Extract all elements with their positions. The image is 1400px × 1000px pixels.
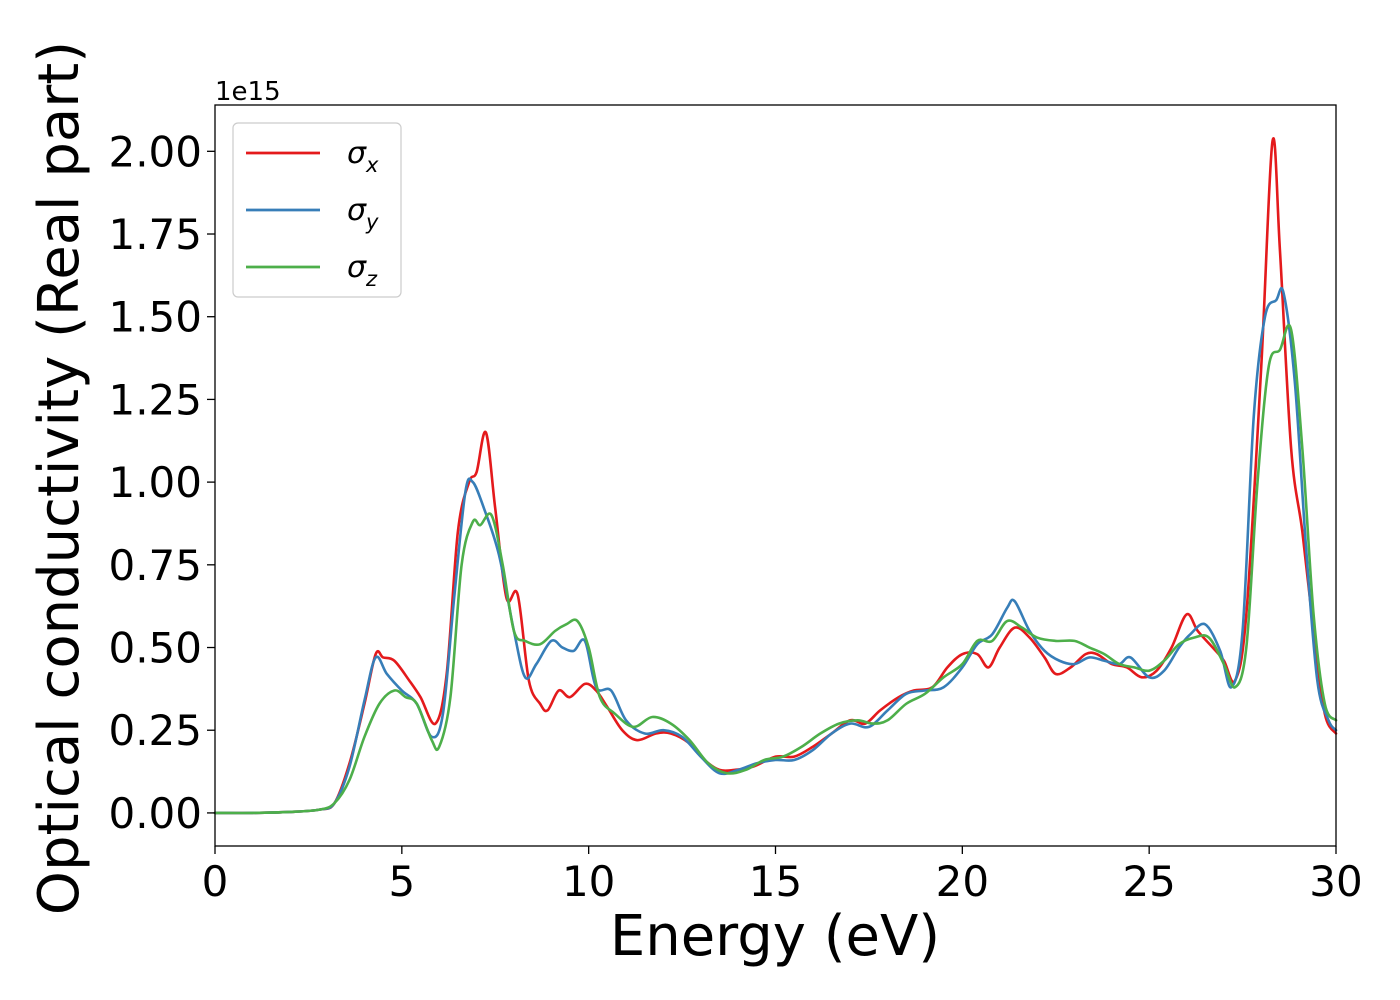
x-axis-label: Energy (eV)	[610, 904, 940, 969]
plot-background	[215, 105, 1336, 846]
series-line-z	[213, 323, 1338, 815]
y-axis-ticks: 0.00 0.25 0.50 0.75 1.00 1.25 1.50 1.75 2.00	[108, 127, 215, 838]
legend-subscript: z	[365, 267, 378, 291]
legend-label-y: σy	[347, 193, 379, 234]
y-tick-label: 0.50	[108, 624, 202, 673]
y-axis-label: Optical conductivity (Real part)	[27, 41, 92, 915]
legend-subscript: y	[365, 210, 379, 234]
series-line-y	[213, 286, 1338, 815]
y-tick-label: 1.25	[108, 375, 202, 424]
x-tick-label: 10	[562, 857, 615, 906]
x-tick-label: 15	[749, 857, 802, 906]
legend-subscript: x	[365, 153, 379, 177]
y-tick-label: 1.00	[108, 458, 202, 507]
x-axis-ticks: 0 5 10 15 20 25 30	[202, 846, 1363, 906]
y-tick-label: 2.00	[108, 127, 202, 176]
y-tick-label: 0.00	[108, 789, 202, 838]
y-offset-label: 1e15	[215, 77, 281, 107]
x-tick-label: 25	[1122, 857, 1175, 906]
y-tick-label: 1.50	[108, 293, 202, 342]
x-tick-label: 20	[936, 857, 989, 906]
series-lines	[213, 137, 1338, 815]
y-tick-label: 1.75	[108, 210, 202, 259]
y-tick-label: 0.75	[108, 541, 202, 590]
x-tick-label: 5	[388, 857, 415, 906]
x-tick-label: 30	[1309, 857, 1362, 906]
y-tick-label: 0.25	[108, 706, 202, 755]
x-tick-label: 0	[202, 857, 229, 906]
